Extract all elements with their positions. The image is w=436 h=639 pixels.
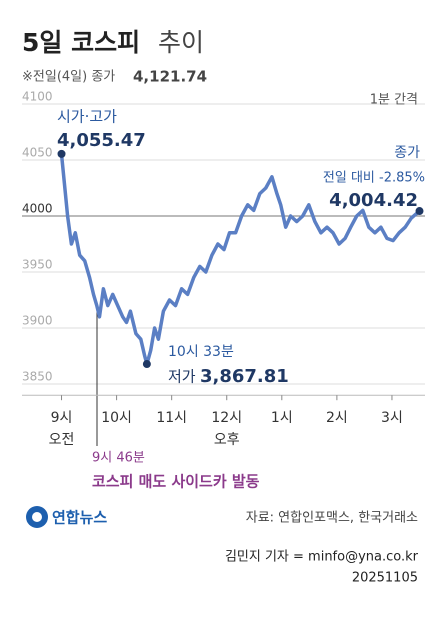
- y-tick-label: 4100: [22, 90, 53, 104]
- annotation: 코스피 매도 사이드카 발동: [92, 473, 260, 491]
- title-suffix: 추이: [158, 28, 204, 57]
- date: 20251105: [352, 571, 418, 586]
- x-tick-label: 3시: [381, 410, 403, 426]
- x-subtick-label: 오전: [49, 432, 75, 448]
- point: [415, 207, 424, 216]
- interval-note: 1분 간격: [370, 93, 418, 108]
- x-tick-label: 2시: [326, 410, 348, 426]
- x-tick-label: 11시: [156, 410, 187, 426]
- y-tick-label: 3850: [22, 370, 53, 384]
- subtitle-value: 4,121.74: [133, 68, 207, 86]
- x-tick-label: 9시: [51, 410, 73, 426]
- logo: 연합뉴스: [52, 509, 107, 527]
- x-tick-label: 12시: [211, 410, 242, 426]
- source: 자료: 연합인포맥스, 한국거래소: [246, 511, 418, 526]
- annotation-value: 3,867.81: [200, 366, 289, 387]
- line: [59, 153, 421, 366]
- y-tick-label: 4000: [22, 202, 53, 216]
- y-tick-label: 3950: [22, 258, 53, 272]
- x-tick-label: 10시: [101, 410, 132, 426]
- x-tick-label: 1시: [271, 410, 293, 426]
- x-subtick-label: 오후: [214, 432, 240, 448]
- annotation: 시가·고가: [57, 108, 117, 126]
- y-tick-label: 4050: [22, 146, 53, 160]
- annotation: 저가: [168, 368, 196, 386]
- annotation: 전일 대비 -2.85%: [323, 171, 425, 186]
- subtitle: ※전일(4일) 종가: [22, 70, 115, 85]
- annotation-value: 4,055.47: [57, 130, 146, 151]
- y-tick-label: 3900: [22, 314, 53, 328]
- point: [142, 360, 151, 369]
- point: [57, 149, 66, 158]
- reporter: 김민지 기자 = minfo@yna.co.kr: [225, 550, 419, 565]
- annotation: 종가: [394, 145, 420, 161]
- annotation: 10시 33분: [168, 344, 234, 360]
- annotation: 9시 46분: [92, 451, 145, 466]
- logo-mark: [32, 512, 42, 522]
- annotation-value: 4,004.42: [329, 190, 418, 211]
- title: 5일 코스피: [22, 28, 140, 57]
